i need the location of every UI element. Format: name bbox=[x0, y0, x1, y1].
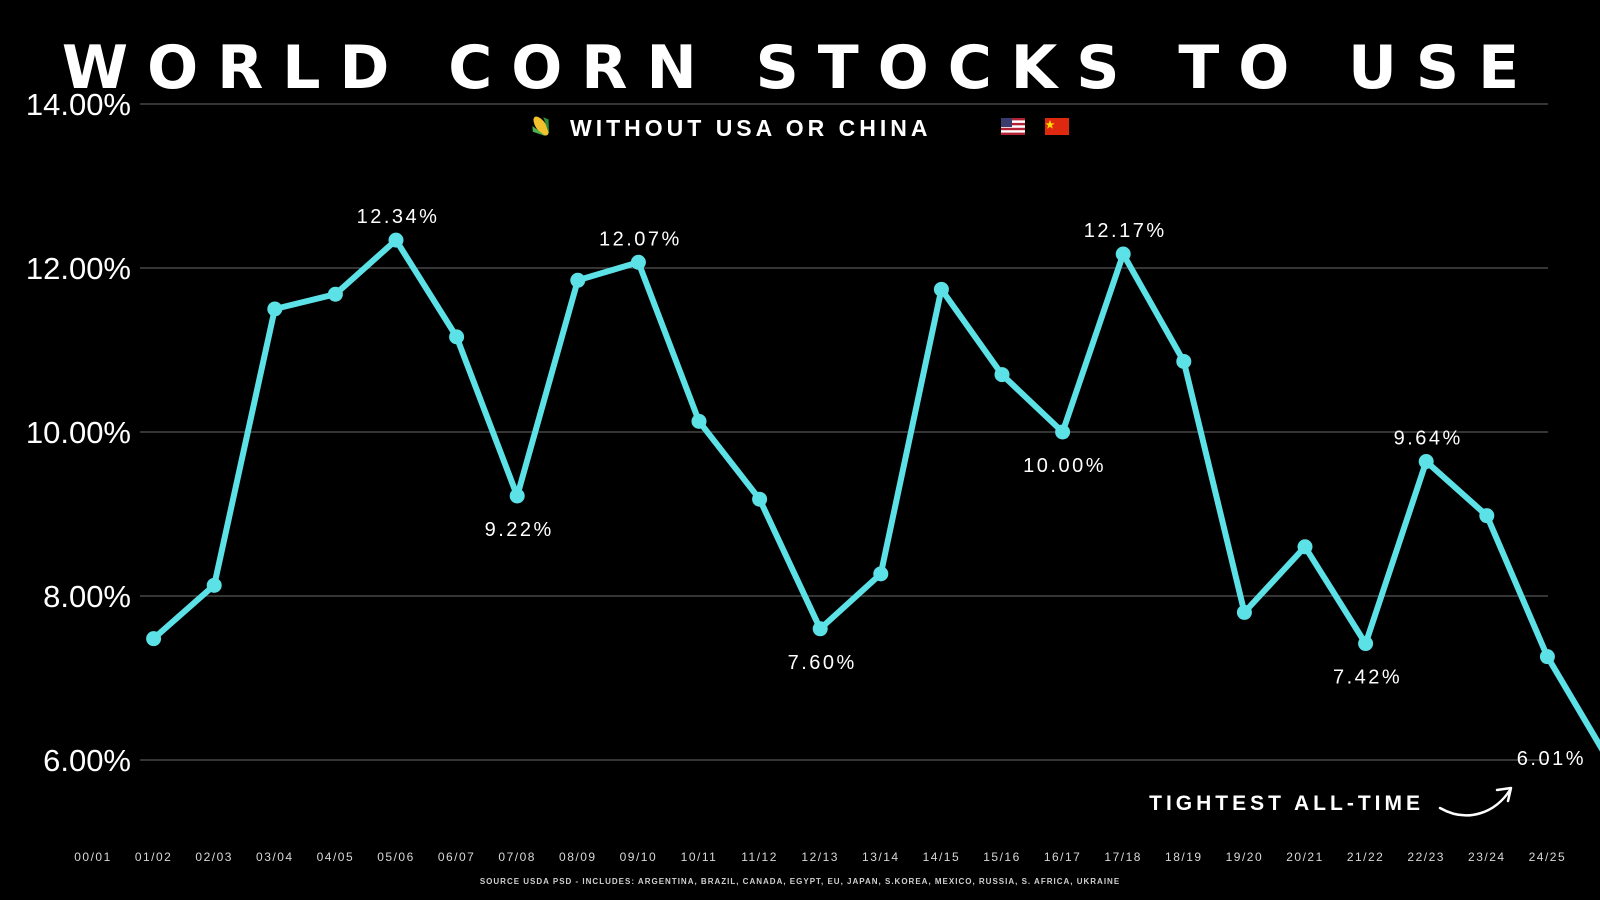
data-point bbox=[509, 488, 525, 504]
x-tick-label: 02/03 bbox=[195, 850, 233, 864]
x-tick-label: 12/13 bbox=[801, 850, 839, 864]
x-tick-label: 08/09 bbox=[559, 850, 597, 864]
data-point bbox=[1479, 508, 1495, 524]
data-label: 10.00% bbox=[1023, 455, 1106, 477]
data-label: 12.07% bbox=[599, 228, 682, 250]
data-point bbox=[691, 413, 707, 429]
curved-arrow-icon bbox=[1438, 786, 1513, 817]
x-tick-label: 06/07 bbox=[438, 850, 476, 864]
x-tick-label: 23/24 bbox=[1468, 850, 1506, 864]
x-tick-label: 18/19 bbox=[1165, 850, 1203, 864]
x-tick-label: 00/01 bbox=[74, 850, 112, 864]
data-point bbox=[449, 329, 465, 345]
source-note: SOURCE USDA PSD - INCLUDES: ARGENTINA, B… bbox=[480, 877, 1120, 886]
data-point bbox=[1115, 246, 1131, 262]
x-tick-label: 21/22 bbox=[1347, 850, 1385, 864]
y-tick-label: 10.00% bbox=[26, 415, 131, 450]
data-point bbox=[1055, 424, 1071, 440]
data-point bbox=[267, 301, 283, 317]
x-tick-label: 05/06 bbox=[377, 850, 415, 864]
x-tick-label: 01/02 bbox=[135, 850, 173, 864]
data-label: 12.17% bbox=[1084, 220, 1167, 242]
data-point bbox=[933, 281, 949, 297]
y-tick-label: 6.00% bbox=[43, 743, 131, 778]
data-label: 7.42% bbox=[1333, 667, 1402, 689]
data-point bbox=[388, 232, 404, 248]
x-tick-label: 13/14 bbox=[862, 850, 900, 864]
data-label: 12.34% bbox=[357, 206, 440, 228]
x-tick-label: 19/20 bbox=[1226, 850, 1264, 864]
x-tick-label: 22/23 bbox=[1407, 850, 1445, 864]
x-tick-label: 15/16 bbox=[983, 850, 1021, 864]
data-point bbox=[994, 367, 1010, 383]
data-point bbox=[327, 286, 343, 302]
x-tick-label: 04/05 bbox=[317, 850, 355, 864]
x-tick-label: 03/04 bbox=[256, 850, 294, 864]
x-tick-label: 11/12 bbox=[741, 850, 778, 864]
data-label: 6.01% bbox=[1517, 748, 1586, 770]
data-point bbox=[1176, 353, 1192, 369]
y-tick-label: 12.00% bbox=[26, 251, 131, 286]
x-tick-label: 16/17 bbox=[1044, 850, 1082, 864]
chart-subtitle: WITHOUT USA OR CHINA bbox=[532, 115, 1069, 141]
x-tick-label: 10/11 bbox=[681, 850, 718, 864]
data-point bbox=[1539, 649, 1555, 665]
data-point bbox=[873, 566, 889, 582]
x-tick-label: 09/10 bbox=[620, 850, 658, 864]
data-label: 7.60% bbox=[788, 652, 857, 674]
chart-subtitle-text: WITHOUT USA OR CHINA bbox=[570, 115, 932, 141]
x-tick-label: 24/25 bbox=[1529, 850, 1567, 864]
data-point bbox=[206, 577, 222, 593]
x-tick-label: 07/08 bbox=[498, 850, 536, 864]
data-point bbox=[1358, 636, 1374, 652]
data-point bbox=[1297, 539, 1313, 555]
data-point bbox=[570, 272, 586, 288]
data-label: 9.22% bbox=[485, 519, 554, 541]
x-tick-label: 14/15 bbox=[923, 850, 961, 864]
data-point bbox=[812, 621, 828, 637]
x-tick-label: 20/21 bbox=[1286, 850, 1324, 864]
usa-flag-icon bbox=[1001, 118, 1025, 135]
x-tick-label: 17/18 bbox=[1104, 850, 1142, 864]
data-point bbox=[1418, 454, 1434, 470]
data-point bbox=[630, 254, 646, 270]
data-label: 9.64% bbox=[1394, 428, 1463, 450]
chart-title: WORLD CORN STOCKS TO USE bbox=[62, 33, 1538, 103]
y-tick-label: 14.00% bbox=[26, 87, 131, 122]
annotation-text: TIGHTEST ALL-TIME bbox=[1149, 792, 1424, 815]
data-point bbox=[1236, 604, 1252, 620]
y-tick-label: 8.00% bbox=[43, 579, 131, 614]
data-point bbox=[146, 631, 162, 647]
china-flag-icon bbox=[1045, 118, 1069, 135]
corn-icon bbox=[532, 116, 549, 137]
data-point bbox=[752, 491, 768, 507]
